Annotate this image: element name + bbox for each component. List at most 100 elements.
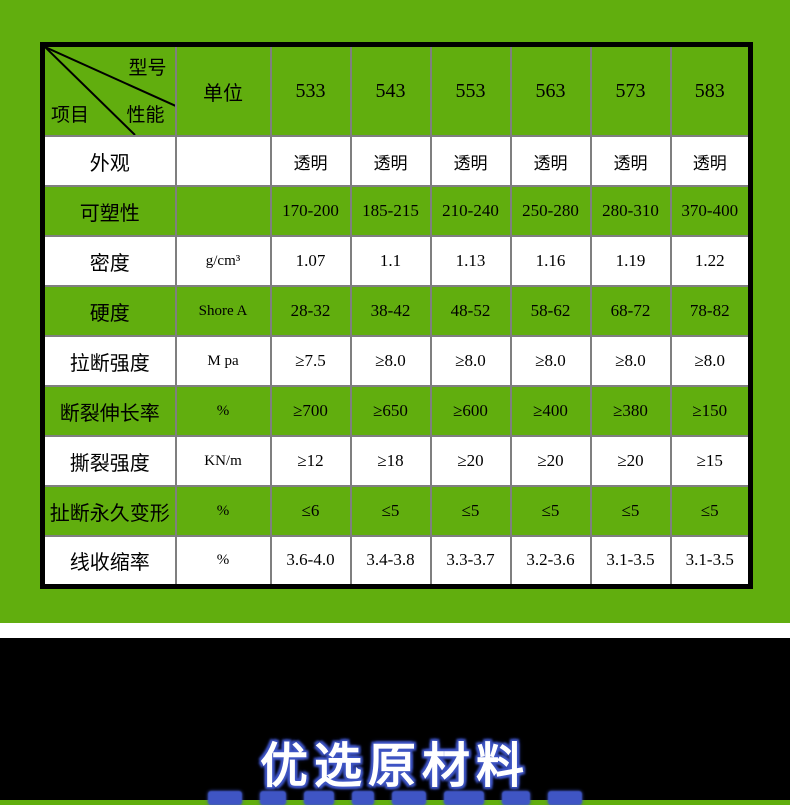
value-cell: 透明 <box>429 135 512 187</box>
value-cell: 1.16 <box>509 235 592 287</box>
table-header-row: 型号 性能 项目 单位 533 543 553 563 573 583 <box>41 43 752 137</box>
value-cell: 370-400 <box>669 185 752 237</box>
value-cell: 68-72 <box>589 285 672 337</box>
value-cell: 185-215 <box>349 185 432 237</box>
value-cell: ≤5 <box>429 485 512 537</box>
table-row: 密度 g/cm³ 1.07 1.1 1.13 1.16 1.19 1.22 <box>41 235 752 287</box>
clipped-text-fragment <box>304 791 334 805</box>
value-cell: 1.1 <box>349 235 432 287</box>
value-cell: 3.3-3.7 <box>429 535 512 587</box>
table-row: 断裂伸长率% ≥700 ≥650 ≥600 ≥400 ≥380 ≥150 <box>41 385 752 437</box>
clipped-text-fragment <box>352 791 374 805</box>
value-cell: ≥20 <box>509 435 592 487</box>
value-cell: 1.19 <box>589 235 672 287</box>
property-name-cell: 硬度 <box>41 285 177 337</box>
table-row: 硬度 Shore A 28-32 38-42 48-52 58-62 68-72 78-82 <box>41 285 752 337</box>
clipped-text-fragment <box>260 791 286 805</box>
value-cell: 透明 <box>269 135 352 187</box>
table-row: 线收缩率% 3.6-4.0 3.4-3.8 3.3-3.7 3.2-3.6 3.1-3.5… <box>41 535 752 587</box>
value-cell: 38-42 <box>349 285 432 337</box>
banner-title: 优选原材料 <box>259 740 530 793</box>
bottom-banner: 优选原材料 <box>0 638 790 800</box>
model-column-header: 583 <box>669 43 752 137</box>
product-spec-table-wrap: 型号 性能 项目 单位 533 543 553 563 573 583 外观 透明… <box>40 42 753 589</box>
unit-cell: Shore A <box>174 285 272 337</box>
property-name-cell: 可塑性 <box>41 185 177 237</box>
clipped-text-fragment <box>502 791 530 805</box>
table-row: 撕裂强度 KN/m ≥12 ≥18 ≥20 ≥20 ≥20 ≥15 <box>41 435 752 487</box>
unit-cell: M pa <box>174 335 272 387</box>
property-name-cell: 外观 <box>41 135 177 187</box>
property-name-cell: 扯断永久变形 <box>41 485 177 537</box>
value-cell: 3.6-4.0 <box>269 535 352 587</box>
model-column-header: 553 <box>429 43 512 137</box>
value-cell: 28-32 <box>269 285 352 337</box>
property-name-cell: 密度 <box>41 235 177 287</box>
value-cell: ≥8.0 <box>589 335 672 387</box>
value-cell: ≤5 <box>349 485 432 537</box>
value-cell: ≥18 <box>349 435 432 487</box>
value-cell: 透明 <box>669 135 752 187</box>
value-cell: ≥150 <box>669 385 752 437</box>
value-cell: 250-280 <box>509 185 592 237</box>
unit-column-header: 单位 <box>174 43 272 137</box>
value-cell: 58-62 <box>509 285 592 337</box>
clipped-text-fragment <box>392 791 426 805</box>
property-name-cell: 断裂伸长率 <box>41 385 177 437</box>
value-cell: ≤6 <box>269 485 352 537</box>
value-cell: ≥12 <box>269 435 352 487</box>
corner-label-performance: 性能 <box>126 105 165 126</box>
value-cell: 78-82 <box>669 285 752 337</box>
unit-cell: KN/m <box>174 435 272 487</box>
model-column-header: 563 <box>509 43 592 137</box>
model-column-header: 543 <box>349 43 432 137</box>
spec-table: 型号 性能 项目 单位 533 543 553 563 573 583 外观 透明… <box>40 42 753 589</box>
spec-table-body: 外观 透明 透明 透明 透明 透明 透明 可塑性 170-200 185-215 210-240 25… <box>41 135 752 587</box>
model-column-header: 533 <box>269 43 352 137</box>
value-cell: ≥20 <box>589 435 672 487</box>
property-name-cell: 拉断强度 <box>41 335 177 387</box>
unit-cell: % <box>174 485 272 537</box>
clipped-text-fragment <box>208 791 242 805</box>
value-cell: ≥600 <box>429 385 512 437</box>
value-cell: ≤5 <box>509 485 592 537</box>
corner-label-item: 项目 <box>51 105 90 126</box>
value-cell: ≥400 <box>509 385 592 437</box>
value-cell: ≥650 <box>349 385 432 437</box>
value-cell: 3.1-3.5 <box>589 535 672 587</box>
table-row: 可塑性 170-200 185-215 210-240 250-280 280-310 37… <box>41 185 752 237</box>
clipped-text-fragment <box>548 791 582 805</box>
model-column-header: 573 <box>589 43 672 137</box>
value-cell: 3.4-3.8 <box>349 535 432 587</box>
value-cell: 透明 <box>509 135 592 187</box>
value-cell: ≤5 <box>589 485 672 537</box>
value-cell: 1.22 <box>669 235 752 287</box>
value-cell: ≥8.0 <box>509 335 592 387</box>
value-cell: 48-52 <box>429 285 512 337</box>
value-cell: ≥8.0 <box>669 335 752 387</box>
table-row: 扯断永久变形% ≤6 ≤5 ≤5 ≤5 ≤5 ≤5 <box>41 485 752 537</box>
value-cell: ≥700 <box>269 385 352 437</box>
value-cell: 210-240 <box>429 185 512 237</box>
value-cell: 3.1-3.5 <box>669 535 752 587</box>
value-cell: ≥8.0 <box>429 335 512 387</box>
value-cell: ≥20 <box>429 435 512 487</box>
value-cell: 170-200 <box>269 185 352 237</box>
value-cell: 透明 <box>589 135 672 187</box>
table-row: 拉断强度 M pa ≥7.5 ≥8.0 ≥8.0 ≥8.0 ≥8.0 ≥8.0 <box>41 335 752 387</box>
unit-cell: % <box>174 385 272 437</box>
corner-label-model: 型号 <box>128 58 167 79</box>
value-cell: ≥7.5 <box>269 335 352 387</box>
table-row: 外观 透明 透明 透明 透明 透明 透明 <box>41 135 752 187</box>
clipped-second-line <box>0 791 790 805</box>
unit-cell: g/cm³ <box>174 235 272 287</box>
unit-cell <box>174 185 272 237</box>
value-cell: 280-310 <box>589 185 672 237</box>
value-cell: 1.07 <box>269 235 352 287</box>
diagonal-corner-cell: 型号 性能 项目 <box>41 43 177 137</box>
white-divider-strip <box>0 623 790 638</box>
clipped-text-fragment <box>444 791 484 805</box>
value-cell: 透明 <box>349 135 432 187</box>
unit-cell <box>174 135 272 187</box>
value-cell: ≥380 <box>589 385 672 437</box>
